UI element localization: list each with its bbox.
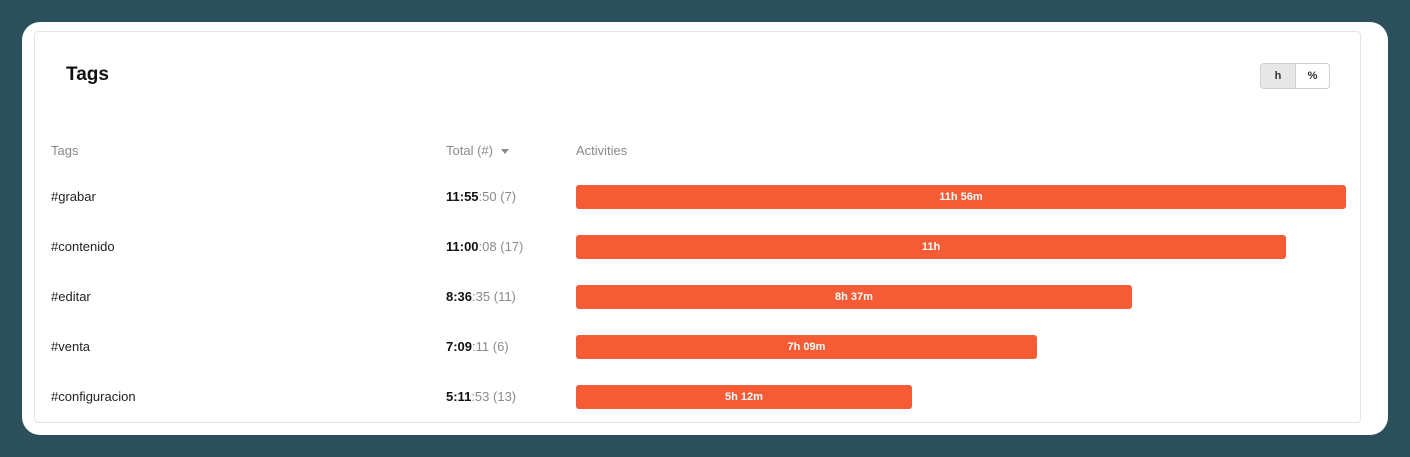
table-row: #contenido 11:00:08 (17) 11h bbox=[35, 235, 1360, 259]
activity-count: (6) bbox=[492, 339, 509, 354]
activity-bar[interactable]: 11h 56m bbox=[576, 185, 1346, 209]
total-seconds: :53 bbox=[471, 389, 490, 404]
tag-label[interactable]: #contenido bbox=[51, 239, 115, 254]
total-time: 11:00 bbox=[446, 239, 479, 254]
total-cell: 11:00:08 (17) bbox=[446, 239, 523, 254]
activity-bar[interactable]: 5h 12m bbox=[576, 385, 912, 409]
table-row: #editar 8:36:35 (11) 8h 37m bbox=[35, 285, 1360, 309]
panel-title: Tags bbox=[66, 64, 109, 85]
total-time: 7:09 bbox=[446, 339, 473, 354]
tag-label[interactable]: #venta bbox=[51, 339, 91, 354]
bar-label: 8h 37m bbox=[835, 291, 873, 303]
activity-bar[interactable]: 7h 09m bbox=[576, 335, 1037, 359]
tag-label[interactable]: #editar bbox=[51, 289, 91, 304]
activity-bar[interactable]: 11h bbox=[576, 235, 1286, 259]
percent-toggle-button[interactable]: % bbox=[1295, 64, 1329, 88]
bar-label: 11h bbox=[921, 241, 941, 253]
total-cell: 7:09:11 (6) bbox=[446, 339, 509, 354]
table-row: #venta 7:09:11 (6) 7h 09m bbox=[35, 335, 1360, 359]
total-cell: 5:11:53 (13) bbox=[446, 389, 516, 404]
total-cell: 8:36:35 (11) bbox=[446, 289, 516, 304]
bar-label: 11h 56m bbox=[939, 191, 983, 203]
bar-label: 5h 12m bbox=[725, 391, 763, 403]
table-row: #configuracion 5:11:53 (13) 5h 12m bbox=[35, 385, 1360, 409]
total-cell: 11:55:50 (7) bbox=[446, 189, 516, 204]
total-seconds: :50 bbox=[478, 189, 497, 204]
total-seconds: :35 bbox=[472, 289, 491, 304]
total-time: 8:36 bbox=[446, 289, 473, 304]
column-header-total[interactable]: Total (#) bbox=[446, 143, 509, 158]
activity-bar[interactable]: 8h 37m bbox=[576, 285, 1132, 309]
tags-panel: Tags h % Tags Total (#) Activities #grab… bbox=[34, 31, 1361, 423]
card: Tags h % Tags Total (#) Activities #grab… bbox=[22, 22, 1388, 435]
sort-descending-icon bbox=[500, 148, 509, 154]
total-time: 11:55 bbox=[446, 189, 479, 204]
column-header-tags: Tags bbox=[51, 143, 79, 158]
column-header-total-label: Total (#) bbox=[446, 143, 493, 158]
activity-count: (7) bbox=[500, 189, 517, 204]
column-header-activities: Activities bbox=[576, 143, 628, 158]
total-seconds: :11 bbox=[472, 339, 490, 354]
activity-count: (17) bbox=[500, 239, 524, 254]
hours-toggle-button[interactable]: h bbox=[1261, 64, 1295, 88]
activity-count: (13) bbox=[493, 389, 517, 404]
total-seconds: :08 bbox=[478, 239, 497, 254]
bar-label: 7h 09m bbox=[787, 341, 826, 353]
table-row: #grabar 11:55:50 (7) 11h 56m bbox=[35, 185, 1360, 209]
unit-toggle: h % bbox=[1260, 63, 1330, 89]
total-time: 5:11 bbox=[446, 389, 472, 404]
tag-label[interactable]: #grabar bbox=[51, 189, 96, 204]
activity-count: (11) bbox=[493, 289, 516, 304]
tag-label[interactable]: #configuracion bbox=[51, 389, 136, 404]
